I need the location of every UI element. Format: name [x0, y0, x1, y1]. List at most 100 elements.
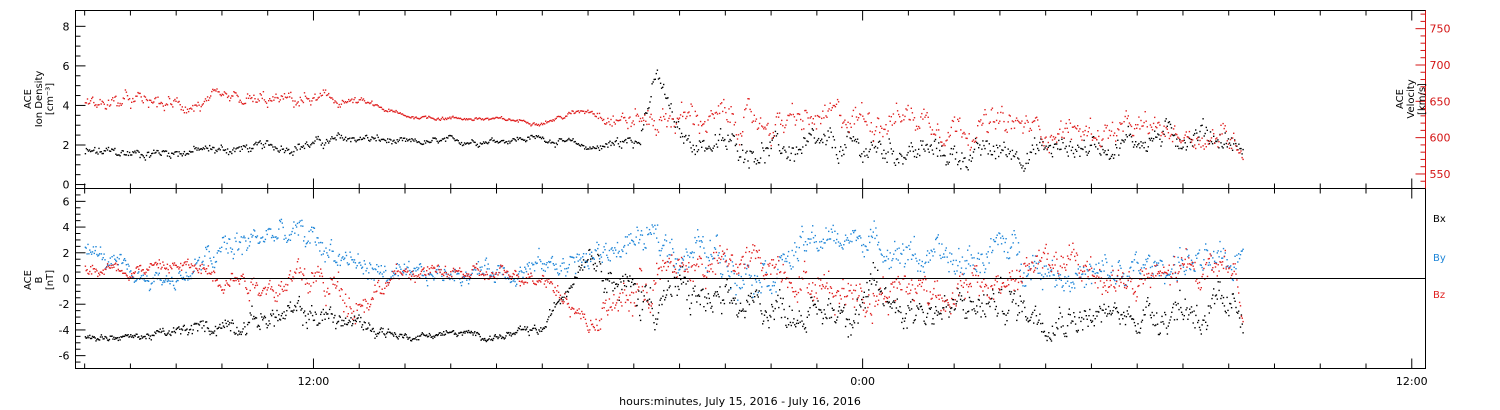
data-point: [559, 302, 562, 305]
data-point: [590, 255, 593, 257]
data-point: [551, 255, 554, 258]
data-point: [997, 243, 999, 246]
data-point: [557, 300, 560, 303]
data-point: [366, 267, 368, 270]
data-point: [930, 307, 932, 309]
data-point: [764, 260, 767, 262]
data-point: [851, 324, 853, 326]
data-point: [891, 259, 893, 262]
data-point: [574, 276, 577, 278]
data-point: [1164, 311, 1166, 314]
data-point: [757, 127, 760, 129]
data-point: [827, 110, 829, 112]
data-point: [107, 99, 110, 101]
data-point: [812, 118, 814, 120]
data-point: [912, 119, 915, 121]
data-point: [498, 336, 500, 338]
data-point: [1150, 277, 1152, 279]
data-point: [549, 139, 551, 141]
data-point: [94, 146, 96, 149]
data-point: [1041, 322, 1044, 325]
data-point: [880, 143, 882, 145]
data-point: [926, 316, 928, 318]
data-point: [651, 307, 653, 310]
data-point: [378, 273, 381, 275]
data-point: [873, 133, 876, 136]
data-point: [433, 279, 435, 281]
data-point: [1083, 139, 1085, 142]
data-point: [1209, 305, 1211, 307]
data-point: [1126, 275, 1128, 277]
data-point: [471, 272, 473, 275]
data-point: [424, 334, 426, 337]
data-point: [1211, 268, 1213, 271]
data-point: [1147, 146, 1149, 148]
data-point: [379, 271, 382, 274]
data-point: [437, 117, 439, 119]
data-point: [566, 139, 568, 142]
data-point: [204, 255, 206, 257]
data-point: [148, 337, 151, 340]
data-point: [524, 139, 526, 141]
data-point: [198, 324, 201, 326]
data-point: [1196, 138, 1198, 140]
data-point: [1110, 271, 1112, 274]
data-point: [320, 95, 322, 97]
data-point: [1059, 148, 1061, 151]
data-point: [207, 327, 210, 330]
data-point: [1113, 154, 1116, 156]
data-point: [1140, 119, 1142, 122]
data-point: [615, 140, 617, 142]
data-point: [836, 157, 839, 160]
data-point: [1029, 319, 1031, 321]
data-point: [1032, 311, 1034, 314]
data-point: [295, 224, 297, 226]
data-point: [1025, 275, 1028, 278]
data-point: [106, 264, 109, 266]
data-point: [417, 269, 419, 271]
data-point: [269, 323, 271, 325]
data-point: [1039, 141, 1041, 144]
data-point: [381, 331, 383, 333]
data-point: [1093, 268, 1095, 270]
data-point: [226, 242, 228, 245]
data-point: [1161, 260, 1163, 262]
data-point: [237, 95, 239, 98]
data-point: [951, 119, 954, 122]
data-point: [336, 261, 338, 264]
data-point: [117, 154, 119, 156]
data-point: [723, 302, 726, 305]
data-point: [465, 330, 467, 333]
data-point: [366, 328, 368, 330]
data-point: [1063, 333, 1065, 335]
data-point: [565, 275, 567, 277]
data-point: [229, 330, 232, 332]
data-point: [150, 155, 152, 157]
data-point: [984, 313, 986, 315]
data-point: [1052, 274, 1054, 276]
data-point: [787, 255, 789, 257]
data-point: [849, 323, 851, 325]
data-point: [868, 112, 870, 114]
data-point: [413, 338, 415, 340]
data-point: [1005, 128, 1007, 131]
data-point: [1215, 140, 1217, 142]
data-point: [694, 110, 696, 113]
data-point: [777, 294, 779, 297]
data-point: [533, 122, 535, 124]
data-point: [1223, 305, 1226, 307]
data-point: [325, 94, 328, 97]
data-point: [106, 339, 109, 341]
data-point: [449, 116, 451, 118]
data-point: [210, 148, 212, 150]
data-point: [744, 109, 746, 111]
data-point: [1116, 275, 1119, 278]
data-point: [339, 137, 341, 139]
data-point: [1122, 275, 1124, 278]
data-point: [1142, 309, 1144, 311]
data-point: [459, 332, 461, 334]
data-point: [439, 332, 441, 334]
data-point: [953, 116, 956, 118]
data-point: [1063, 290, 1065, 292]
data-point: [114, 147, 116, 150]
